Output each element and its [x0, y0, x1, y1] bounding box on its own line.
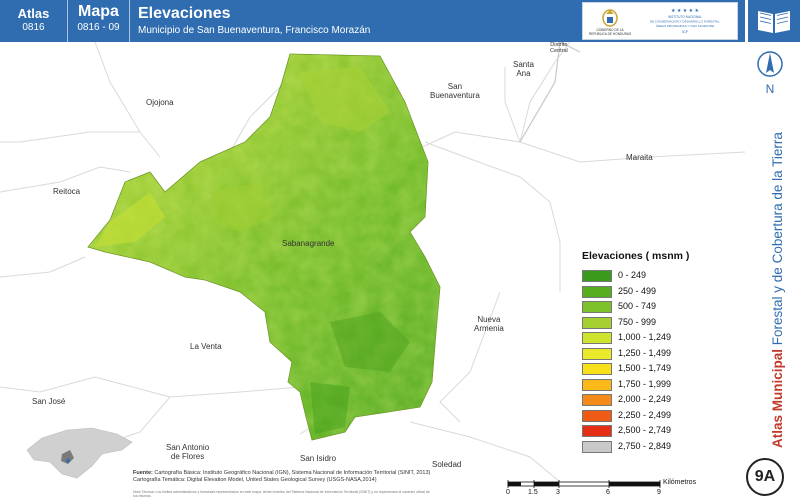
place-la-venta: La Venta [190, 342, 222, 351]
legend-item: 2,750 - 2,849 [580, 440, 740, 456]
atlas-code-cell: Atlas 0816 [0, 0, 68, 42]
technical-notes: Nota Técnica: Los límites administrativo… [133, 490, 430, 498]
atlas-book-button[interactable] [748, 0, 800, 42]
legend-item: 1,750 - 1,999 [580, 378, 740, 394]
svg-text:GOBIERNO DE LA: GOBIERNO DE LA [596, 28, 624, 32]
north-letter: N [766, 82, 775, 96]
north-arrow-icon: N [755, 46, 785, 96]
legend-item: 0 - 249 [580, 269, 740, 285]
legend-item: 1,000 - 1,249 [580, 331, 740, 347]
svg-text:REPÚBLICA DE HONDURAS: REPÚBLICA DE HONDURAS [589, 31, 631, 36]
legend-title: Elevaciones ( msnm ) [582, 250, 690, 262]
legend-label: 2,250 - 2,499 [618, 409, 672, 420]
legend-item: 2,000 - 2,249 [580, 393, 740, 409]
san-buenaventura-municipality [87, 53, 441, 441]
place-san-buenaventura: San Buenaventura [430, 82, 480, 100]
map-title: Elevaciones [138, 5, 231, 22]
open-book-icon [758, 11, 790, 33]
sources-block: Fuente: Cartografía Básica: Instituto Ge… [133, 470, 468, 484]
legend-swatch [582, 332, 612, 344]
legend-swatch [582, 394, 612, 406]
atlas-code: 0816 [22, 22, 45, 33]
atlas-label: Atlas [17, 6, 50, 21]
svg-text:★ ★ ★ ★ ★: ★ ★ ★ ★ ★ [671, 8, 699, 14]
source-line-1: Cartografía Básica: Instituto Geográfico… [154, 470, 431, 476]
elevation-map [0, 42, 745, 482]
legend-label: 2,500 - 2,749 [618, 425, 672, 435]
legend-swatch [582, 409, 612, 422]
legend-label: 1,750 - 1,999 [618, 378, 672, 389]
scale-tick-0: 0 [506, 489, 510, 496]
legend-item: 1,250 - 1,499 [580, 347, 740, 363]
place-reitoca: Reitoca [53, 187, 81, 196]
place-san-isidro: San Isidro [300, 454, 337, 463]
legend-item: 2,250 - 2,499 [580, 409, 740, 425]
source-line-2: Cartografía Temática: Digital Elevation … [133, 476, 377, 483]
honduras-inset-map [26, 427, 133, 479]
legend-swatch [582, 316, 612, 329]
mapa-code-cell: Mapa 0816 - 09 [68, 0, 130, 42]
legend-swatch [582, 301, 612, 313]
legend-item: 2,500 - 2,749 [580, 424, 740, 440]
institution-logos: GOBIERNO DE LA REPÚBLICA DE HONDURAS ★ ★… [582, 2, 738, 40]
legend-swatch [582, 425, 612, 437]
atlas-title-rest: Forestal y de Cobertura de la Tierra [770, 132, 785, 346]
legend-label: 500 - 749 [618, 301, 657, 311]
scale-tick-1: 1.5 [528, 489, 538, 496]
legend-item: 1,500 - 1,749 [580, 362, 740, 378]
place-maraita: Maraita [626, 153, 653, 162]
legend-label: 2,750 - 2,849 [618, 440, 672, 451]
legend-label: 1,250 - 1,499 [618, 347, 672, 358]
legend-swatch [582, 285, 612, 298]
scale-tick-4: 9 [657, 489, 661, 496]
svg-text:ICF: ICF [682, 29, 689, 34]
map-subtitle: Municipio de San Buenaventura, Francisco… [138, 25, 371, 36]
legend-label: 1,000 - 1,249 [618, 332, 672, 342]
department-boundaries [519, 42, 581, 143]
header-bar: Atlas 0816 Mapa 0816 - 09 Elevaciones Mu… [0, 0, 745, 42]
municipal-boundaries [0, 42, 745, 482]
svg-text:DE CONSERVACIÓN Y DESARROLLO F: DE CONSERVACIÓN Y DESARROLLO FORESTAL, [650, 19, 721, 24]
government-emblem-icon: GOBIERNO DE LA REPÚBLICA DE HONDURAS [589, 9, 631, 36]
legend-label: 250 - 499 [618, 285, 657, 296]
mapa-label: Mapa [78, 3, 119, 20]
title-cell: Elevaciones Municipio de San Buenaventur… [138, 0, 578, 42]
legend-label: 0 - 249 [618, 270, 647, 280]
place-santa-ana: Santa Ana [513, 60, 534, 78]
place-distrito-central: Distrito Central [550, 42, 568, 54]
scale-unit: Kilómetros [663, 479, 697, 486]
atlas-vertical-title: Atlas Municipal Forestal y de Cobertura … [770, 103, 790, 448]
legend-swatch [582, 270, 612, 282]
elevation-legend: Elevaciones ( msnm ) 0 - 249 250 - 499 500… [580, 250, 740, 455]
scale-tick-3: 6 [606, 489, 610, 496]
legend-label: 750 - 999 [618, 316, 657, 327]
icf-logo-icon: ★ ★ ★ ★ ★ INSTITUTO NACIONAL DE CONSERVA… [650, 8, 721, 34]
legend-item: 500 - 749 [580, 300, 740, 316]
place-san-jose: San José [32, 397, 66, 406]
legend-item: 750 - 999 [580, 316, 740, 332]
sources-label: Fuente: [133, 470, 153, 476]
place-sabanagrande: Sabanagrande [282, 239, 335, 248]
svg-text:ÁREAS PROTEGIDAS Y VIDA SILVES: ÁREAS PROTEGIDAS Y VIDA SILVESTRE [656, 24, 714, 28]
place-ojojona: Ojojona [146, 98, 174, 107]
scale-tick-2: 3 [556, 489, 560, 496]
place-san-antonio-de-flores: San Antonio de Flores [166, 443, 210, 461]
legend-swatch [582, 363, 612, 375]
legend-swatch [582, 347, 612, 360]
place-soledad: Soledad [432, 460, 462, 469]
mapa-code: 0816 - 09 [77, 22, 120, 33]
atlas-title-bold: Atlas Municipal [770, 348, 785, 448]
svg-text:INSTITUTO NACIONAL: INSTITUTO NACIONAL [668, 15, 702, 19]
legend-label: 1,500 - 1,749 [618, 363, 672, 373]
legend-swatch [582, 378, 612, 391]
place-nueva-armenia: Nueva Armenia [474, 315, 504, 333]
legend-item: 250 - 499 [580, 285, 740, 301]
legend-label: 2,000 - 2,249 [618, 394, 672, 404]
map-code-badge: 9A [746, 458, 784, 496]
scale-bar [507, 480, 661, 488]
legend-swatch [582, 440, 612, 453]
